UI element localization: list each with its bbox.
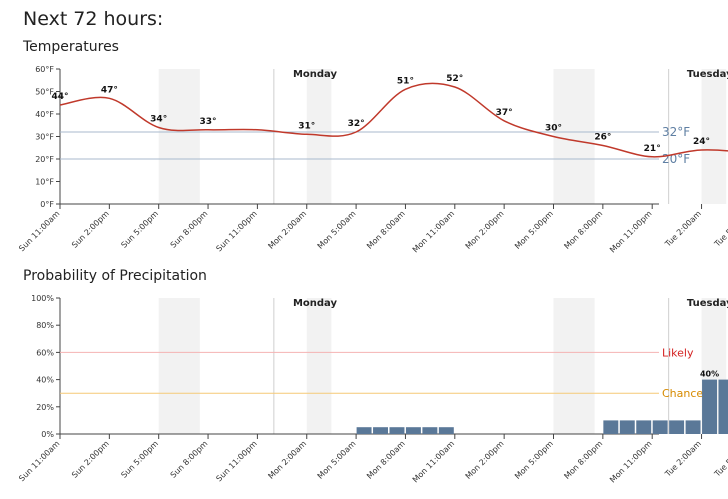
- temperature-data-label: 44°: [51, 92, 68, 102]
- y-tick-label: 20°F: [35, 155, 54, 164]
- x-tick-label: Mon 8:00am: [365, 439, 407, 481]
- precipitation-bar: [669, 420, 685, 434]
- temperature-data-label: 31°: [298, 121, 315, 131]
- y-tick-label: 60%: [36, 348, 54, 357]
- x-tick-label: Mon 2:00pm: [464, 439, 506, 481]
- x-tick-label: Mon 5:00am: [316, 209, 358, 251]
- x-tick-label: Sun 8:00pm: [169, 209, 210, 250]
- precipitation-bar: [685, 420, 701, 434]
- temperature-data-label: 24°: [693, 137, 710, 147]
- x-tick-label: Mon 2:00am: [266, 439, 308, 481]
- precipitation-bar: [389, 427, 405, 434]
- y-tick-label: 50°F: [35, 88, 54, 97]
- night-shade: [158, 69, 200, 204]
- temperature-data-label: 32°: [348, 119, 365, 129]
- day-label: Monday: [293, 298, 338, 309]
- x-tick-label: Mon 11:00am: [411, 209, 457, 255]
- temperature-data-label: 47°: [101, 85, 118, 95]
- night-shade: [306, 298, 332, 434]
- y-tick-label: 20%: [36, 403, 54, 412]
- page-title: Next 72 hours:: [23, 8, 164, 30]
- precipitation-bar: [652, 420, 668, 434]
- temperature-series-line: [59, 82, 728, 158]
- night-shade: [553, 69, 595, 204]
- x-tick-label: Tue 2:00am: [663, 209, 703, 249]
- y-tick-label: 80%: [36, 321, 54, 330]
- x-tick-label: Mon 5:00am: [316, 439, 358, 481]
- temperature-data-label: 51°: [397, 76, 414, 86]
- reference-label: 32°F: [662, 125, 690, 139]
- night-shade: [553, 298, 595, 434]
- x-tick-label: Sun 11:00am: [17, 439, 61, 483]
- temperature-data-label: 52°: [446, 74, 463, 84]
- x-tick-label: Sun 5:00pm: [119, 209, 160, 250]
- precipitation-bar: [422, 427, 438, 434]
- x-tick-label: Mon 8:00pm: [562, 439, 604, 481]
- y-tick-label: 30°F: [35, 133, 54, 142]
- reference-label: Chance: [662, 387, 703, 400]
- x-tick-label: Mon 8:00am: [365, 209, 407, 251]
- x-tick-label: Sun 11:00am: [17, 209, 61, 253]
- x-tick-label: Mon 11:00am: [411, 439, 457, 485]
- x-tick-label: Mon 11:00pm: [608, 439, 654, 485]
- x-tick-label: Mon 11:00pm: [608, 209, 654, 255]
- temperature-chart: MondayTuesdayWednesday0°F10°F20°F30°F40°…: [17, 65, 728, 255]
- x-tick-label: Sun 5:00pm: [119, 439, 160, 480]
- night-shade: [158, 298, 200, 434]
- x-tick-label: Mon 5:00pm: [513, 439, 555, 481]
- precipitation-data-label: 40%: [700, 370, 719, 379]
- temperature-data-label: 21°: [644, 144, 661, 154]
- precipitation-bar: [718, 379, 728, 434]
- temperature-data-label: 37°: [496, 108, 513, 118]
- x-tick-label: Mon 5:00pm: [513, 209, 555, 251]
- x-tick-label: Sun 8:00pm: [169, 439, 210, 480]
- x-tick-label: Sun 11:00pm: [214, 209, 258, 253]
- x-tick-label: Sun 2:00pm: [70, 209, 111, 250]
- x-tick-label: Tue 5:00am: [712, 209, 728, 249]
- x-tick-label: Mon 2:00am: [266, 209, 308, 251]
- day-label: Monday: [293, 69, 338, 80]
- x-tick-label: Mon 8:00pm: [562, 209, 604, 251]
- y-tick-label: 0°F: [40, 200, 54, 209]
- precipitation-bar: [603, 420, 619, 434]
- x-tick-label: Sun 11:00pm: [214, 439, 258, 483]
- precipitation-bar: [702, 379, 717, 434]
- precipitation-bar: [619, 420, 635, 434]
- y-tick-label: 10°F: [35, 178, 54, 187]
- night-shade: [701, 69, 727, 204]
- y-tick-label: 40%: [36, 376, 54, 385]
- precipitation-chart-title: Probability of Precipitation: [23, 268, 207, 284]
- temperature-data-label: 26°: [594, 133, 611, 143]
- y-tick-label: 100%: [31, 294, 54, 303]
- temperature-data-label: 30°: [545, 124, 562, 134]
- temperature-data-label: 33°: [200, 117, 217, 127]
- day-label: Tuesday: [687, 298, 728, 309]
- x-tick-label: Sun 2:00pm: [70, 439, 111, 480]
- precipitation-bar: [405, 427, 421, 434]
- y-tick-label: 0%: [41, 430, 54, 439]
- precipitation-bar: [356, 427, 372, 434]
- y-tick-label: 60°F: [35, 65, 54, 74]
- y-tick-label: 40°F: [35, 110, 54, 119]
- x-tick-label: Mon 2:00pm: [464, 209, 506, 251]
- reference-label: Likely: [662, 346, 694, 359]
- day-label: Tuesday: [687, 69, 728, 80]
- precipitation-bar: [373, 427, 388, 434]
- temperature-data-label: 34°: [150, 115, 167, 125]
- temperature-chart-title: Temperatures: [23, 39, 119, 55]
- x-tick-label: Tue 5:00am: [712, 439, 728, 479]
- precipitation-chart: MondayTuesdayWednesday0%20%40%60%80%100%…: [17, 294, 728, 485]
- x-tick-label: Tue 2:00am: [663, 439, 703, 479]
- precipitation-bar: [438, 427, 454, 434]
- precipitation-bar: [636, 420, 652, 434]
